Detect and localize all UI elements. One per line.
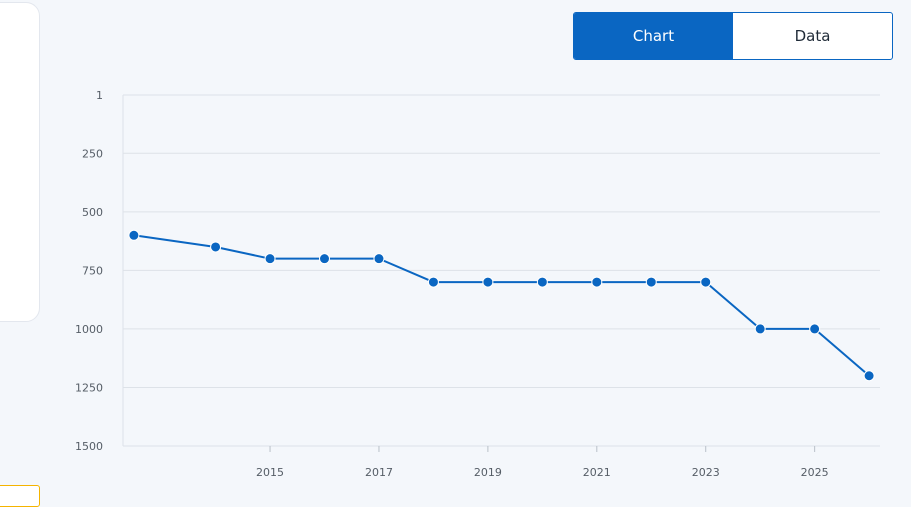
x-tick-label: 2021 — [583, 466, 611, 479]
x-tick-label: 2017 — [365, 466, 393, 479]
data-point[interactable] — [645, 276, 657, 288]
data-view-button[interactable]: Data — [733, 13, 892, 59]
x-tick-label: 2019 — [474, 466, 502, 479]
x-tick-label: 2015 — [256, 466, 284, 479]
series-line — [133, 234, 870, 377]
data-point[interactable] — [536, 276, 548, 288]
y-tick-label: 1 — [96, 89, 103, 102]
data-point[interactable] — [319, 253, 331, 265]
data-point[interactable] — [373, 253, 385, 265]
series-layer — [128, 229, 875, 382]
data-point[interactable] — [210, 241, 222, 253]
y-tick-label: 1000 — [75, 323, 103, 336]
left-panel-card — [0, 2, 40, 322]
data-point[interactable] — [700, 276, 712, 288]
data-point[interactable] — [264, 253, 276, 265]
data-point[interactable] — [128, 229, 140, 241]
view-toggle: Chart Data — [573, 12, 893, 60]
data-point[interactable] — [482, 276, 494, 288]
y-tick-label: 250 — [82, 147, 103, 160]
chart-view-button[interactable]: Chart — [574, 13, 733, 59]
data-point[interactable] — [863, 370, 875, 382]
y-tick-label: 750 — [82, 264, 103, 277]
data-point[interactable] — [809, 323, 821, 335]
x-tick-label: 2025 — [801, 466, 829, 479]
y-tick-label: 1500 — [75, 440, 103, 453]
y-tick-label: 500 — [82, 206, 103, 219]
grid-layer — [122, 94, 880, 447]
data-point[interactable] — [591, 276, 603, 288]
data-point[interactable] — [427, 276, 439, 288]
x-tick-label: 2023 — [692, 466, 720, 479]
y-tick-label: 1250 — [75, 381, 103, 394]
data-point[interactable] — [754, 323, 766, 335]
